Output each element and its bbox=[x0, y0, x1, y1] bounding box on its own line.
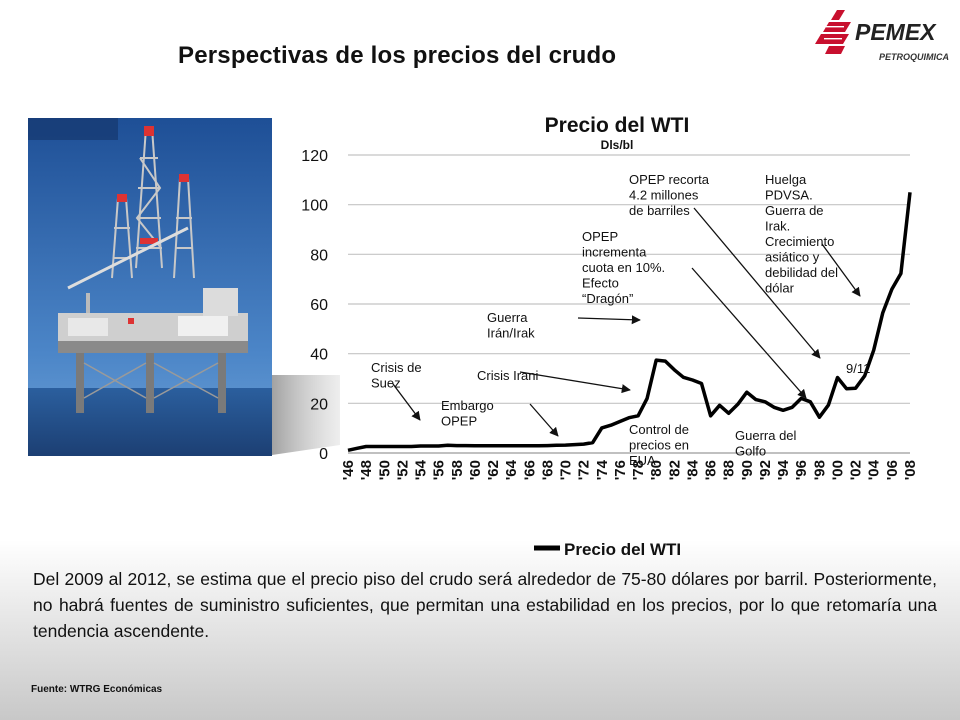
logo-subtitle: PETROQUIMICA bbox=[879, 52, 949, 62]
x-tick-label: '50 bbox=[376, 460, 393, 480]
chart-annotation: Guerra del Golfo bbox=[735, 428, 797, 459]
chart-title: Precio del WTI bbox=[545, 114, 690, 137]
chart-annotation: OPEP recorta 4.2 millones de barriles bbox=[629, 172, 710, 218]
chart-annotation: Crisis Irani bbox=[477, 368, 539, 383]
x-tick-label: '98 bbox=[811, 460, 828, 480]
x-tick-label: '90 bbox=[739, 460, 756, 480]
annotation-arrow bbox=[519, 371, 631, 394]
y-tick-label: 100 bbox=[301, 198, 328, 215]
offshore-oil-rig-photo bbox=[28, 118, 272, 456]
x-tick-label: '82 bbox=[666, 460, 683, 480]
x-tick-label: '62 bbox=[485, 460, 502, 480]
x-tick-label: '60 bbox=[467, 460, 484, 480]
y-tick-label: 80 bbox=[310, 247, 328, 264]
x-tick-label: '54 bbox=[413, 459, 430, 480]
annotation-arrow bbox=[693, 207, 821, 359]
x-tick-label: '56 bbox=[431, 460, 448, 480]
x-tick-label: '86 bbox=[703, 460, 720, 480]
chart-subtitle: Dls/bl bbox=[601, 138, 634, 152]
chart-annotation: Huelga PDVSA. Guerra de Irak. Crecimiento asi… bbox=[765, 172, 838, 296]
x-tick-label: '72 bbox=[576, 460, 593, 480]
x-tick-label: '06 bbox=[884, 460, 901, 480]
x-tick-label: '84 bbox=[684, 459, 701, 480]
y-tick-label: 60 bbox=[310, 297, 328, 314]
chart-annotation: Guerra Irán/Irak bbox=[487, 310, 535, 341]
x-tick-label: '88 bbox=[721, 460, 738, 480]
x-tick-label: '02 bbox=[848, 460, 865, 480]
x-tick-label: '78 bbox=[630, 460, 647, 480]
x-tick-label: '04 bbox=[866, 459, 883, 480]
annotation-arrow bbox=[577, 315, 641, 325]
annotation-arrow bbox=[529, 403, 559, 437]
x-tick-label: '92 bbox=[757, 460, 774, 480]
x-tick-label: '00 bbox=[829, 460, 846, 480]
x-tick-label: '70 bbox=[558, 460, 575, 480]
y-tick-label: 20 bbox=[310, 396, 328, 413]
annotation-arrow bbox=[392, 383, 421, 421]
chart-annotation: Crisis de Suez bbox=[371, 360, 422, 391]
annotation-arrow bbox=[691, 267, 807, 399]
annotation-arrow bbox=[821, 243, 861, 297]
chart-annotation: Embargo OPEP bbox=[441, 398, 494, 429]
x-tick-label: '68 bbox=[539, 460, 556, 480]
x-tick-label: '94 bbox=[775, 459, 792, 480]
x-tick-label: '48 bbox=[358, 460, 375, 480]
x-tick-label: '64 bbox=[503, 459, 520, 480]
chart-annotation: OPEP incrementa cuota en 10%. Efecto “Dragón… bbox=[582, 229, 665, 306]
x-tick-label: '74 bbox=[594, 459, 611, 480]
series-line-wti bbox=[347, 192, 912, 453]
x-tick-label: '52 bbox=[394, 460, 411, 480]
x-tick-label: '58 bbox=[449, 460, 466, 480]
logo-name: PEMEX bbox=[855, 19, 937, 45]
legend-label: Precio del WTI bbox=[564, 540, 681, 559]
chart-annotation: 9/11 bbox=[846, 361, 870, 376]
source-note: Fuente: WTRG Económicas bbox=[31, 684, 163, 695]
x-tick-label: '46 bbox=[340, 460, 357, 480]
annotation-arrows bbox=[392, 207, 861, 437]
slide-title: Perspectivas de los precios del crudo bbox=[178, 42, 617, 69]
y-tick-label: 120 bbox=[301, 148, 328, 165]
y-tick-label: 0 bbox=[319, 446, 328, 463]
x-tick-label: '80 bbox=[648, 460, 665, 480]
pemex-logo: PEMEX PETROQUIMICA bbox=[815, 10, 949, 62]
chart-annotation: Control de precios en EUA bbox=[629, 422, 689, 468]
chart-legend: Precio del WTI bbox=[534, 540, 681, 559]
y-tick-label: 40 bbox=[310, 347, 328, 364]
x-tick-label: '76 bbox=[612, 460, 629, 480]
x-tick-label: '66 bbox=[521, 460, 538, 480]
x-tick-label: '96 bbox=[793, 460, 810, 480]
x-tick-label: '08 bbox=[902, 460, 919, 480]
eagle-icon bbox=[815, 10, 851, 54]
slide-caption: Del 2009 al 2012, se estima que el preci… bbox=[33, 569, 937, 641]
